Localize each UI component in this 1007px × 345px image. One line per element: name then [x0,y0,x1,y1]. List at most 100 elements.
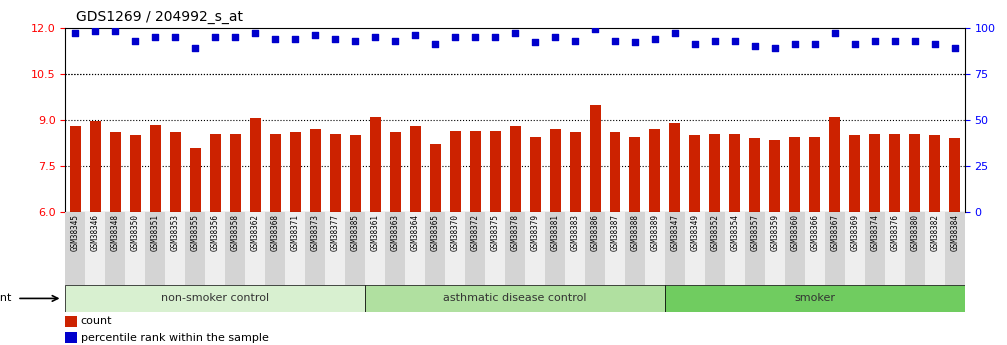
Text: GSM38346: GSM38346 [91,214,100,252]
Point [766,45,782,51]
Bar [370,117,381,212]
Bar [90,121,101,212]
Bar [685,212,705,285]
Bar [650,129,661,212]
Bar [270,134,281,212]
Text: GSM38371: GSM38371 [291,214,300,252]
Bar [570,132,580,212]
Bar [305,212,325,285]
Bar [510,126,521,212]
Bar [629,137,640,212]
Text: GSM38353: GSM38353 [171,214,180,252]
Text: agent: agent [0,294,12,303]
Point [407,32,423,38]
Bar [865,212,885,285]
Text: non-smoker control: non-smoker control [161,294,270,303]
Bar [545,212,565,285]
Text: GSM38377: GSM38377 [330,214,339,252]
Point [727,38,743,43]
Point [887,38,903,43]
Text: GSM38355: GSM38355 [191,214,199,252]
Point [108,29,124,34]
Point [786,41,803,47]
Bar [945,212,965,285]
Text: GSM38347: GSM38347 [671,214,680,252]
Bar [230,134,241,212]
Text: GSM38376: GSM38376 [890,214,899,252]
Bar [709,134,720,212]
Bar [665,212,685,285]
Bar [390,132,401,212]
Text: GSM38380: GSM38380 [910,214,919,252]
Text: GSM38370: GSM38370 [450,214,459,252]
Text: count: count [81,316,112,326]
Bar [65,285,366,312]
Point [127,38,143,43]
Bar [150,125,161,212]
Bar [345,212,366,285]
Point [547,34,563,40]
Text: GSM38354: GSM38354 [730,214,739,252]
Point [267,36,283,41]
Text: GSM38360: GSM38360 [790,214,800,252]
Bar [325,212,345,285]
Bar [609,132,620,212]
Point [487,34,504,40]
Text: GSM38359: GSM38359 [770,214,779,252]
Point [167,34,183,40]
Text: GSM38382: GSM38382 [930,214,940,252]
Bar [909,134,920,212]
Text: asthmatic disease control: asthmatic disease control [443,294,587,303]
Bar [605,212,625,285]
Point [207,34,224,40]
Bar [550,129,561,212]
Text: GSM38369: GSM38369 [850,214,859,252]
Point [228,34,244,40]
Bar [585,212,605,285]
Bar [170,132,181,212]
Text: GSM38367: GSM38367 [831,214,839,252]
Point [387,38,403,43]
Bar [65,332,78,343]
Bar [469,131,480,212]
Text: GSM38374: GSM38374 [870,214,879,252]
Point [368,34,384,40]
Text: GSM38358: GSM38358 [231,214,240,252]
Point [327,36,343,41]
Text: GSM38368: GSM38368 [271,214,280,252]
Point [847,41,863,47]
Bar [126,212,145,285]
Text: GSM38363: GSM38363 [391,214,400,252]
Bar [226,212,246,285]
Bar [110,132,121,212]
Bar [485,212,506,285]
Bar [130,135,141,212]
Point [807,41,823,47]
Text: GSM38348: GSM38348 [111,214,120,252]
Bar [250,118,261,212]
Text: percentile rank within the sample: percentile rank within the sample [81,333,269,343]
Bar [644,212,665,285]
Bar [465,212,485,285]
Bar [784,212,805,285]
Point [747,43,763,49]
Bar [805,212,825,285]
Bar [205,212,226,285]
Point [707,38,723,43]
Bar [705,212,725,285]
Point [587,27,603,32]
Text: GSM38389: GSM38389 [651,214,660,252]
Bar [769,140,780,212]
Bar [929,135,941,212]
Text: GSM38381: GSM38381 [551,214,560,252]
Point [88,29,104,34]
Bar [410,126,421,212]
Bar [106,212,126,285]
Bar [789,137,801,212]
Text: GSM38387: GSM38387 [610,214,619,252]
Bar [745,212,765,285]
Bar [366,212,386,285]
Bar [525,212,545,285]
Text: GSM38372: GSM38372 [470,214,479,252]
Bar [489,131,500,212]
